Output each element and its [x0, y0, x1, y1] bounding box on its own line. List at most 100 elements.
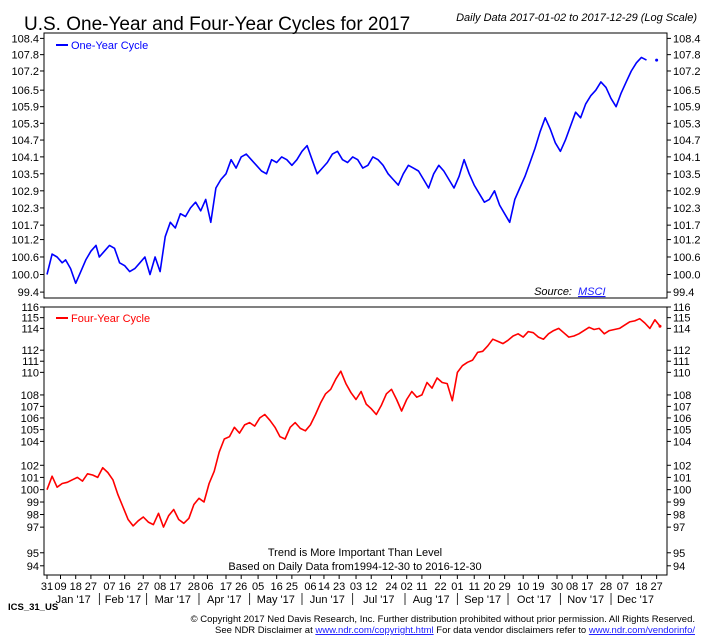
- annotation-basis: Based on Daily Data from1994-12-30 to 20…: [228, 561, 481, 573]
- one-year-ytick-label-right: 104.7: [673, 135, 701, 147]
- one-year-ytick-label-right: 99.4: [673, 287, 694, 299]
- four-year-ytick-label-right: 101: [673, 472, 691, 484]
- four-year-ytick-label-right: 116: [673, 302, 691, 314]
- one-year-ytick-label-right: 105.3: [673, 118, 701, 130]
- lower-panel-frame: [43, 306, 668, 576]
- four-year-ytick-label-right: 104: [673, 436, 691, 448]
- four-year-ytick-label-right: 106: [673, 413, 691, 425]
- vendor-info-link[interactable]: www.ndr.com/vendorinfo/: [588, 625, 695, 636]
- four-year-cycle-line: [46, 317, 661, 528]
- four-year-ytick-label-right: 114: [673, 323, 691, 335]
- upper-y-axis: 108.4 108.4 107.8 107.8 107.2 107.2 106.5 106.5…: [11, 33, 700, 299]
- x-day-label: 27: [85, 581, 97, 593]
- x-day-label: 01: [451, 581, 463, 593]
- x-day-label: 31: [41, 581, 53, 593]
- four-year-ytick-label-right: 107: [673, 401, 691, 413]
- x-day-label: 14: [318, 581, 330, 593]
- one-year-ytick-label-right: 107.8: [673, 50, 701, 62]
- one-year-ytick-label-left: 108.4: [11, 33, 39, 45]
- x-day-label: 23: [333, 581, 345, 593]
- one-year-ytick-label-right: 100.6: [673, 252, 701, 264]
- one-year-ytick-label-right: 101.7: [673, 220, 701, 232]
- four-year-ytick-label-left: 111: [22, 356, 39, 368]
- copyright-text: © Copyright 2017 Ned Davis Research, Inc…: [191, 614, 695, 625]
- x-day-label: 07: [617, 581, 629, 593]
- x-month-label: Mar '17: [155, 594, 191, 606]
- one-year-ytick-label-right: 104.1: [673, 152, 701, 164]
- annotation-trend: Trend is More Important Than Level: [268, 547, 442, 559]
- x-day-label: 27: [650, 581, 662, 593]
- x-month-label: Nov '17: [567, 594, 604, 606]
- disclaimer-line: See NDR Disclaimer at www.ndr.com/copyri…: [215, 625, 695, 636]
- x-day-label: 17: [581, 581, 593, 593]
- x-day-label: 29: [499, 581, 511, 593]
- source-label: Source:: [534, 286, 572, 298]
- one-year-ytick-label-right: 102.9: [673, 186, 701, 198]
- four-year-ytick-label-left: 110: [21, 367, 39, 379]
- one-year-ytick-label-left: 102.3: [11, 203, 39, 215]
- four-year-ytick-label-left: 95: [27, 548, 39, 560]
- x-day-label: 17: [220, 581, 232, 593]
- four-year-ytick-label-left: 105: [21, 425, 39, 437]
- x-day-label: 18: [635, 581, 647, 593]
- one-year-ytick-label-left: 106.5: [11, 85, 39, 97]
- x-day-label: 24: [385, 581, 397, 593]
- x-axis: 31 09 18 27 07 16 27 08 17 28 06 17 26 05 16 25 06 14 23 03…: [41, 575, 663, 606]
- four-year-ytick-label-left: 104: [21, 436, 39, 448]
- x-month-label: Aug '17: [413, 594, 450, 606]
- one-year-cycle-line: [46, 56, 647, 285]
- four-year-ytick-label-right: 108: [673, 390, 691, 402]
- disclaimer-prefix: See NDR Disclaimer at: [215, 625, 315, 636]
- four-year-ytick-label-left: 97: [27, 522, 39, 534]
- x-month-label: Apr '17: [207, 594, 242, 606]
- one-year-last-point: [655, 58, 659, 62]
- x-day-label: 30: [551, 581, 563, 593]
- copyright-link[interactable]: www.ndr.com/copyright.html: [314, 625, 433, 636]
- x-day-label: 16: [271, 581, 283, 593]
- x-month-label: Dec '17: [617, 594, 654, 606]
- four-year-ytick-label-left: 114: [21, 323, 39, 335]
- four-year-ytick-label-left: 112: [21, 345, 39, 357]
- source-link-msci[interactable]: MSCI: [578, 286, 606, 298]
- x-day-label: 08: [566, 581, 578, 593]
- x-day-label: 12: [365, 581, 377, 593]
- one-year-ytick-label-left: 99.4: [18, 287, 39, 299]
- upper-panel-frame: [43, 32, 668, 299]
- x-month-label: Oct '17: [517, 594, 552, 606]
- chart-title: U.S. One-Year and Four-Year Cycles for 2…: [24, 14, 410, 35]
- four-year-ytick-label-right: 115: [673, 313, 691, 325]
- x-month-label: Feb '17: [105, 594, 141, 606]
- x-day-label: 06: [304, 581, 316, 593]
- x-day-label: 20: [483, 581, 495, 593]
- one-year-ytick-label-right: 102.3: [673, 203, 701, 215]
- four-year-ytick-label-right: 112: [673, 345, 691, 357]
- four-year-ytick-label-left: 108: [21, 390, 39, 402]
- one-year-ytick-label-left: 101.7: [11, 220, 39, 232]
- four-year-ytick-label-right: 95: [673, 548, 685, 560]
- one-year-ytick-label-left: 107.8: [11, 50, 39, 62]
- x-month-label: Sep '17: [464, 594, 501, 606]
- four-year-ytick-label-right: 94: [673, 561, 685, 573]
- four-year-ytick-label-left: 116: [21, 302, 39, 314]
- x-day-label: 11: [469, 581, 480, 593]
- x-day-label: 11: [416, 581, 427, 593]
- x-day-label: 28: [188, 581, 200, 593]
- one-year-ytick-label-right: 106.5: [673, 85, 701, 97]
- disclaimer-middle: For data vendor disclaimers refer to: [434, 625, 589, 636]
- x-day-label: 02: [401, 581, 413, 593]
- four-year-legend-label: Four-Year Cycle: [71, 313, 150, 325]
- x-day-label: 16: [119, 581, 131, 593]
- one-year-legend-label: One-Year Cycle: [71, 40, 148, 52]
- x-day-label: 10: [517, 581, 529, 593]
- x-month-label: May '17: [257, 594, 295, 606]
- one-year-ytick-label-left: 105.9: [11, 102, 39, 114]
- four-year-ytick-label-right: 110: [673, 367, 691, 379]
- four-year-ytick-label-left: 102: [21, 460, 39, 472]
- four-year-ytick-label-left: 98: [27, 510, 39, 522]
- x-day-label: 27: [137, 581, 149, 593]
- four-year-ytick-label-left: 107: [21, 401, 39, 413]
- one-year-ytick-label-left: 105.3: [11, 118, 39, 130]
- one-year-ytick-label-left: 102.9: [11, 186, 39, 198]
- one-year-ytick-label-right: 101.2: [673, 235, 701, 247]
- four-year-ytick-label-left: 100: [21, 485, 39, 497]
